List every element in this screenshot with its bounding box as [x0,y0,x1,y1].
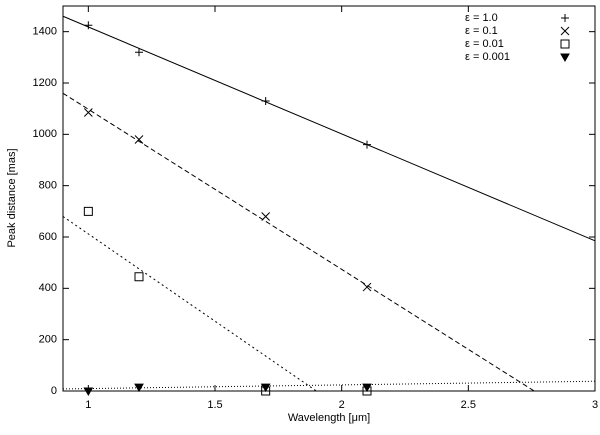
data-point [135,48,143,57]
x-tick-label: 1.5 [207,399,222,411]
fit-line [62,92,535,392]
y-tick-label: 1000 [33,128,57,140]
data-point [362,383,372,393]
legend-label: ε = 0.001 [465,51,510,63]
data-point [83,108,93,117]
fit-line [62,15,596,242]
x-tick-label: 1 [85,399,91,411]
data-point [362,282,372,292]
y-tick-label: 0 [51,385,57,397]
data-point [83,206,93,216]
y-tick-label: 400 [39,282,57,294]
legend-marker [560,53,570,63]
legend-label: ε = 0.1 [465,25,498,37]
data-point [134,135,144,144]
data-point [363,140,371,149]
legend-label: ε = 0.01 [465,38,504,50]
legend-marker [560,26,570,36]
data-point [83,387,94,397]
y-tick-label: 600 [39,231,57,243]
data-point [261,212,271,221]
y-tick-label: 1400 [33,26,57,38]
data-point [261,96,270,105]
y-tick-label: 200 [39,334,57,346]
data-point [84,21,93,30]
y-tick-label: 1200 [33,77,57,89]
x-tick-label: 2 [339,399,345,411]
y-tick-label: 800 [39,180,57,192]
x-tick-label: 2.5 [461,399,476,411]
legend-label: ε = 1.0 [465,12,498,24]
data-point [134,383,144,393]
plot-frame [62,5,596,392]
data-point [134,272,144,282]
legend-marker [561,14,569,22]
data-point [260,383,271,393]
y-axis-label: Peak distance [mas] [6,148,18,247]
x-axis-label: Wavelength [μm] [288,412,370,424]
fit-line [62,216,317,392]
legend-marker [560,39,570,49]
x-tick-label: 3 [592,399,598,411]
